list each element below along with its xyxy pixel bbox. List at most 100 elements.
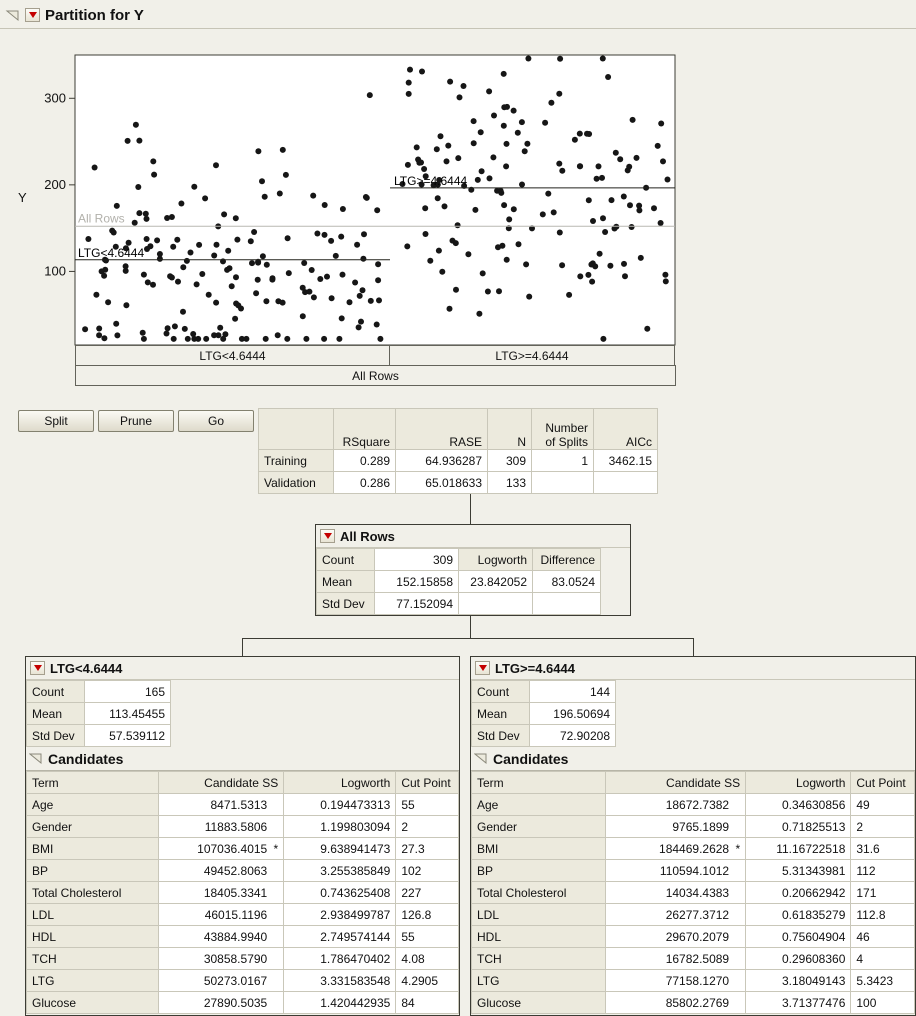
cut-point-cell: 49: [850, 793, 915, 816]
data-point: [132, 121, 139, 128]
data-point: [205, 291, 212, 298]
red-triangle-menu[interactable]: [320, 529, 335, 543]
data-point: [526, 293, 533, 300]
left-node-title: LTG<4.6444: [50, 660, 123, 676]
disclosure-open-icon[interactable]: [29, 752, 43, 765]
term-cell: Total Cholesterol: [471, 881, 606, 904]
data-point: [576, 163, 583, 170]
data-point: [144, 246, 150, 252]
data-point: [550, 209, 557, 216]
data-point: [299, 284, 306, 291]
mean-label: Mean: [316, 570, 375, 593]
data-point: [662, 271, 669, 278]
logworth-cell: 0.34630856: [745, 793, 852, 816]
candidate-row: BMI 184469.2628 * 11.16722518 31.6: [471, 837, 915, 860]
y-tick-label: 300: [44, 90, 66, 105]
data-point: [284, 335, 291, 342]
data-point: [435, 247, 442, 254]
data-point: [232, 215, 239, 222]
data-point: [477, 129, 484, 136]
cut-point-cell: 112: [850, 859, 915, 882]
row-label: Validation: [258, 471, 334, 494]
data-point: [627, 202, 633, 209]
count-value: 144: [529, 680, 616, 703]
term-cell: LTG: [471, 969, 606, 992]
data-point: [360, 255, 367, 262]
data-point: [500, 122, 507, 129]
data-point: [434, 195, 441, 202]
data-point: [433, 146, 440, 153]
prune-button[interactable]: Prune: [98, 410, 174, 432]
left-child-node: LTG<4.6444 Count 165 Mean 113.45455 Std De…: [25, 656, 460, 1016]
data-point: [611, 225, 618, 232]
data-point: [187, 249, 194, 256]
data-point: [164, 215, 171, 221]
data-point: [113, 202, 120, 209]
data-point: [181, 325, 188, 332]
data-point: [339, 206, 346, 212]
data-point: [453, 286, 459, 293]
cut-point-header: Cut Point: [850, 771, 915, 794]
data-point: [259, 178, 265, 185]
band-right-node[interactable]: LTG>=4.6444: [389, 345, 675, 366]
red-triangle-menu[interactable]: [30, 661, 45, 675]
training-n: 309: [487, 449, 532, 472]
cut-point-cell: 112.8: [850, 903, 915, 926]
data-point: [140, 335, 147, 342]
red-triangle-menu[interactable]: [475, 661, 490, 675]
data-point: [101, 272, 108, 279]
std-label: Std Dev: [316, 592, 375, 615]
candidate-row: Glucose 27890.5035 1.420442935 84: [26, 991, 459, 1014]
band-left-node[interactable]: LTG<4.6444: [75, 345, 390, 366]
term-cell: LTG: [26, 969, 159, 992]
data-point: [112, 243, 119, 250]
cut-point-cell: 4.08: [395, 947, 459, 970]
band-all-rows[interactable]: All Rows: [75, 365, 676, 386]
term-cell: HDL: [471, 925, 606, 948]
data-point: [443, 158, 450, 165]
data-point: [620, 193, 627, 200]
right-node-title-bar[interactable]: LTG>=4.6444: [471, 657, 915, 680]
data-point: [170, 243, 177, 250]
right-node-title: LTG>=4.6444: [495, 660, 575, 676]
data-point: [174, 236, 181, 243]
data-point: [422, 205, 429, 212]
data-point: [191, 335, 198, 342]
scatter-plot[interactable]: 100 200 300 All Rows LTG<4.6444 LTG>=4.6444: [35, 50, 685, 350]
data-point: [314, 230, 321, 237]
data-point: [285, 270, 292, 277]
candidates-section-header[interactable]: Candidates: [471, 747, 915, 771]
candidate-ss-header: Candidate SS: [157, 771, 285, 794]
term-cell: Gender: [26, 815, 159, 838]
disclosure-open-icon[interactable]: [474, 752, 488, 765]
red-triangle-menu[interactable]: [25, 8, 40, 22]
data-point: [262, 335, 269, 342]
data-point: [142, 210, 149, 217]
candidate-row: HDL 29670.2079 0.75604904 46: [471, 925, 915, 948]
disclosure-open-icon[interactable]: [5, 8, 20, 22]
candidates-section-header[interactable]: Candidates: [26, 747, 459, 771]
data-point: [96, 332, 103, 339]
data-point: [113, 320, 120, 327]
split-button[interactable]: Split: [18, 410, 94, 432]
row-label: Training: [258, 449, 334, 472]
validation-rsquare: 0.286: [333, 471, 396, 494]
data-point: [436, 177, 443, 183]
data-point: [324, 273, 330, 280]
data-point: [238, 305, 244, 312]
logworth-cell: 2.938499787: [283, 903, 397, 926]
count-label: Count: [316, 548, 375, 571]
data-point: [243, 335, 250, 342]
candidates-table-right: Term Candidate SS Logworth Cut Point Age…: [471, 771, 915, 1014]
data-point: [110, 229, 117, 236]
left-node-title-bar[interactable]: LTG<4.6444: [26, 657, 459, 680]
root-node-title-bar[interactable]: All Rows: [316, 525, 630, 548]
validation-rase: 65.018633: [395, 471, 488, 494]
candidate-ss-cell: 49452.8063: [157, 859, 285, 882]
summary-header-rsquare: RSquare: [333, 408, 396, 450]
data-point: [612, 149, 619, 156]
data-point: [215, 332, 222, 339]
data-point: [375, 261, 382, 268]
go-button[interactable]: Go: [178, 410, 254, 432]
data-point: [658, 120, 665, 127]
